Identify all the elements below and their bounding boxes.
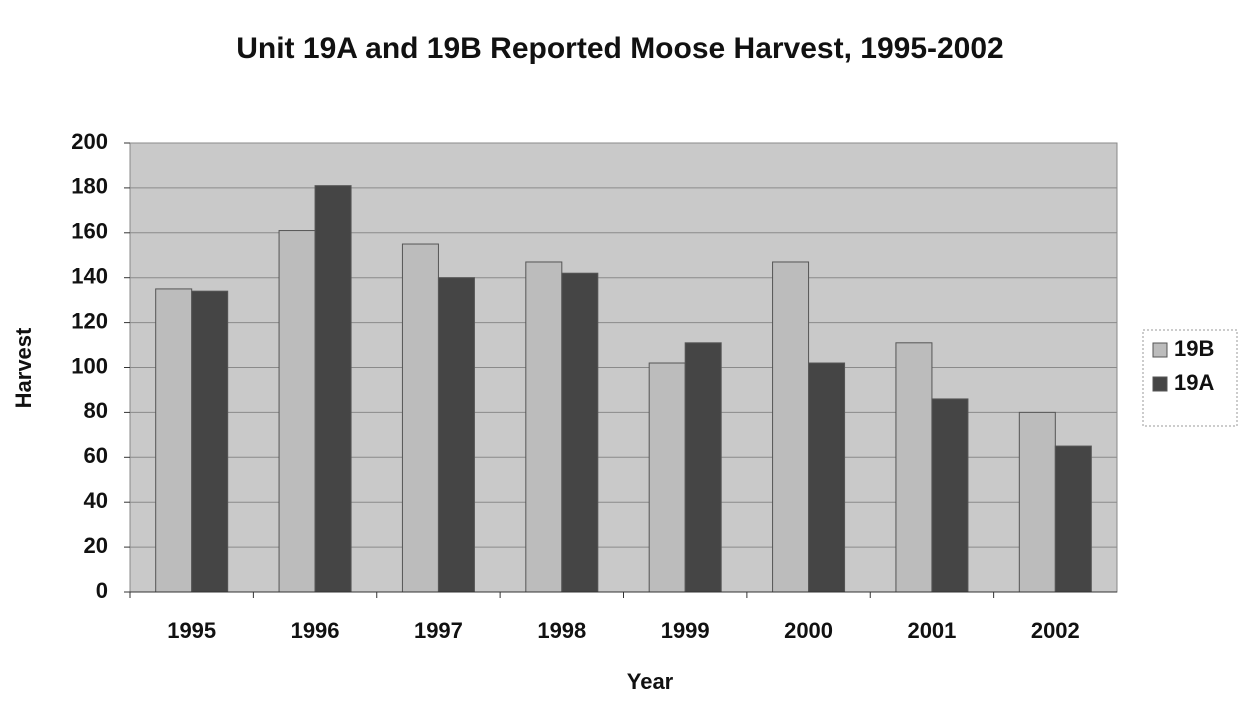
bar xyxy=(314,185,352,593)
x-tick-label: 1996 xyxy=(291,618,340,643)
y-tick-label: 0 xyxy=(96,578,108,603)
x-tick-label: 1999 xyxy=(661,618,710,643)
y-tick-label: 20 xyxy=(84,533,108,558)
y-tick-label: 140 xyxy=(71,264,108,289)
x-tick-label: 1995 xyxy=(167,618,216,643)
legend-swatch xyxy=(1152,342,1168,358)
bar xyxy=(561,272,599,593)
bar xyxy=(155,288,193,593)
x-tick-label: 2001 xyxy=(907,618,956,643)
legend-swatch xyxy=(1152,376,1168,392)
x-tick-label: 2002 xyxy=(1031,618,1080,643)
bar xyxy=(895,342,933,593)
y-tick-label: 60 xyxy=(84,443,108,468)
y-tick-label: 160 xyxy=(71,219,108,244)
bar xyxy=(648,362,686,593)
bar xyxy=(1018,411,1056,593)
bar xyxy=(684,342,722,593)
y-tick-label: 180 xyxy=(71,174,108,199)
bar xyxy=(278,230,316,593)
y-axis-label: Harvest xyxy=(11,327,36,408)
bar xyxy=(772,261,810,593)
y-tick-label: 100 xyxy=(71,353,108,378)
bar xyxy=(808,362,846,593)
bar xyxy=(525,261,563,593)
y-tick-label: 40 xyxy=(84,488,108,513)
bar xyxy=(437,277,475,593)
legend-label: 19A xyxy=(1174,370,1214,395)
legend-label: 19B xyxy=(1174,336,1214,361)
x-axis-label: Year xyxy=(627,669,674,694)
bar xyxy=(1054,445,1092,593)
bar xyxy=(191,290,229,593)
y-tick-label: 120 xyxy=(71,308,108,333)
x-tick-label: 2000 xyxy=(784,618,833,643)
bar xyxy=(931,398,969,593)
chart-title: Unit 19A and 19B Reported Moose Harvest,… xyxy=(236,32,1004,65)
x-tick-label: 1998 xyxy=(537,618,586,643)
bar xyxy=(401,243,439,593)
y-tick-label: 80 xyxy=(84,398,108,423)
y-tick-label: 200 xyxy=(71,129,108,154)
x-tick-label: 1997 xyxy=(414,618,463,643)
